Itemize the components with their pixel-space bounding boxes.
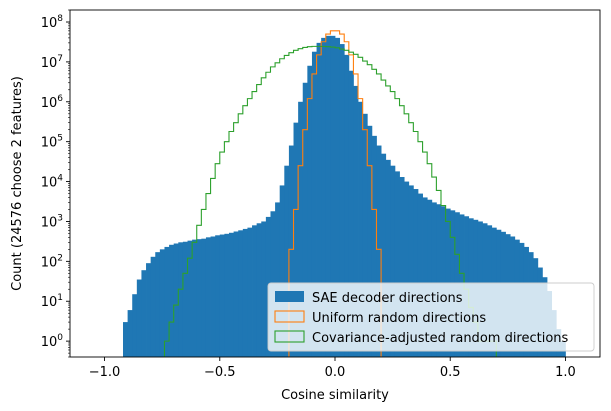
axes: −1.0 −0.5 0.0 0.5 1.0 100 101 102 103 104 105 106 10… <box>41 9 601 380</box>
histogram-bar <box>173 243 179 357</box>
histogram-bar <box>136 279 142 357</box>
y-tick-label: 103 <box>41 213 63 230</box>
y-axis-label: Count (24576 choose 2 features) <box>10 76 25 291</box>
histogram-bar <box>164 246 170 357</box>
histogram-bar <box>252 225 258 357</box>
histogram-bar <box>362 113 368 357</box>
histogram-bar <box>192 239 198 357</box>
y-tick-label: 108 <box>41 14 64 31</box>
histogram-bar <box>404 181 410 357</box>
histogram-bar <box>132 294 138 357</box>
legend-label-sae-decoder-directions: SAE decoder directions <box>312 291 463 306</box>
histogram-bar <box>155 252 161 357</box>
histogram-bar <box>224 233 230 357</box>
histogram-bar <box>353 85 359 357</box>
legend-swatch-sae-decoder-directions <box>275 291 304 302</box>
legend-swatch-uniform-random-directions <box>274 310 305 323</box>
y-tick-label: 105 <box>41 134 63 151</box>
histogram-bar <box>279 185 285 357</box>
histogram-bar <box>261 221 267 357</box>
histogram-bar <box>146 263 152 357</box>
series-uniform-random-directions-step-line <box>288 30 382 357</box>
histogram-bar <box>441 206 447 357</box>
histogram-bar <box>316 42 322 357</box>
histogram-bar <box>284 165 290 357</box>
x-tick-label: 1.0 <box>555 365 576 380</box>
histogram-bar <box>436 204 442 357</box>
histogram-bar <box>150 256 156 357</box>
histogram-bar <box>335 37 341 357</box>
histogram-bar <box>210 236 216 357</box>
histogram-bar <box>376 145 382 357</box>
series-covariance-adjusted-random-directions-step-line <box>163 45 497 357</box>
histogram-bar <box>169 244 175 357</box>
histogram-bar <box>394 171 400 357</box>
x-axis-label: Cosine similarity <box>281 388 389 403</box>
histogram-bar <box>178 242 184 357</box>
histogram-bar <box>422 197 428 357</box>
histogram-bar <box>238 230 244 357</box>
histogram-bar <box>159 249 165 357</box>
histogram-bar <box>256 223 262 357</box>
histogram-bar <box>219 234 225 357</box>
histogram-bar <box>307 65 313 357</box>
histogram-bar <box>367 125 373 357</box>
x-tick-label: −1.0 <box>89 365 121 380</box>
y-tick-label: 106 <box>41 94 64 111</box>
histogram-bar <box>215 235 221 357</box>
histogram-bar <box>417 193 423 357</box>
histogram-bar <box>293 122 299 357</box>
legend-label-covariance-adjusted-random-directions: Covariance-adjusted random directions <box>312 331 569 346</box>
histogram-bar <box>233 231 239 357</box>
histogram-bar <box>358 101 364 357</box>
histogram-bar <box>127 310 133 357</box>
legend: SAE decoder directions Uniform random dir… <box>267 282 595 352</box>
histogram-bar <box>196 239 202 357</box>
y-tick-label: 100 <box>41 333 64 350</box>
histogram-bar <box>187 240 193 357</box>
x-tick-label: −0.5 <box>204 365 236 380</box>
y-tick-label: 104 <box>41 174 64 191</box>
histogram-bar <box>205 237 211 357</box>
histogram-bar <box>348 70 354 357</box>
y-tick-label: 102 <box>41 253 63 270</box>
histogram-bar <box>182 241 188 357</box>
histogram-bar <box>247 227 253 357</box>
x-tick-label: 0.0 <box>325 365 346 380</box>
histogram-bar <box>413 189 419 357</box>
histogram-bar <box>242 228 248 357</box>
y-tick-label: 101 <box>41 293 63 310</box>
histogram-bar <box>339 44 345 357</box>
histogram-bar <box>344 54 350 357</box>
histogram-bar <box>311 51 317 357</box>
y-tick-label: 107 <box>41 54 63 71</box>
histogram-bar <box>330 35 336 357</box>
histogram-bar <box>201 238 207 357</box>
histogram-bar <box>123 322 129 357</box>
histogram-bar <box>288 145 294 357</box>
histogram-bar <box>275 202 281 357</box>
histogram-bar <box>390 165 396 357</box>
histogram-bar <box>431 202 437 357</box>
histogram-bar <box>371 135 377 357</box>
histogram-bar <box>229 232 235 357</box>
histogram-bar <box>399 177 405 357</box>
histogram-bar <box>385 159 391 357</box>
histogram-bar <box>408 185 414 357</box>
histogram-bar <box>141 270 147 357</box>
legend-label-uniform-random-directions: Uniform random directions <box>312 311 486 326</box>
x-tick-label: 0.5 <box>440 365 461 380</box>
histogram-bar <box>302 82 308 357</box>
histogram-bar <box>381 153 387 357</box>
legend-box <box>267 282 595 352</box>
histogram-bar <box>298 101 304 357</box>
histogram-bar <box>427 199 433 357</box>
legend-swatch-covariance-adjusted-random-directions <box>274 330 305 343</box>
histogram-bar <box>325 35 331 357</box>
histogram-bar <box>321 37 327 357</box>
